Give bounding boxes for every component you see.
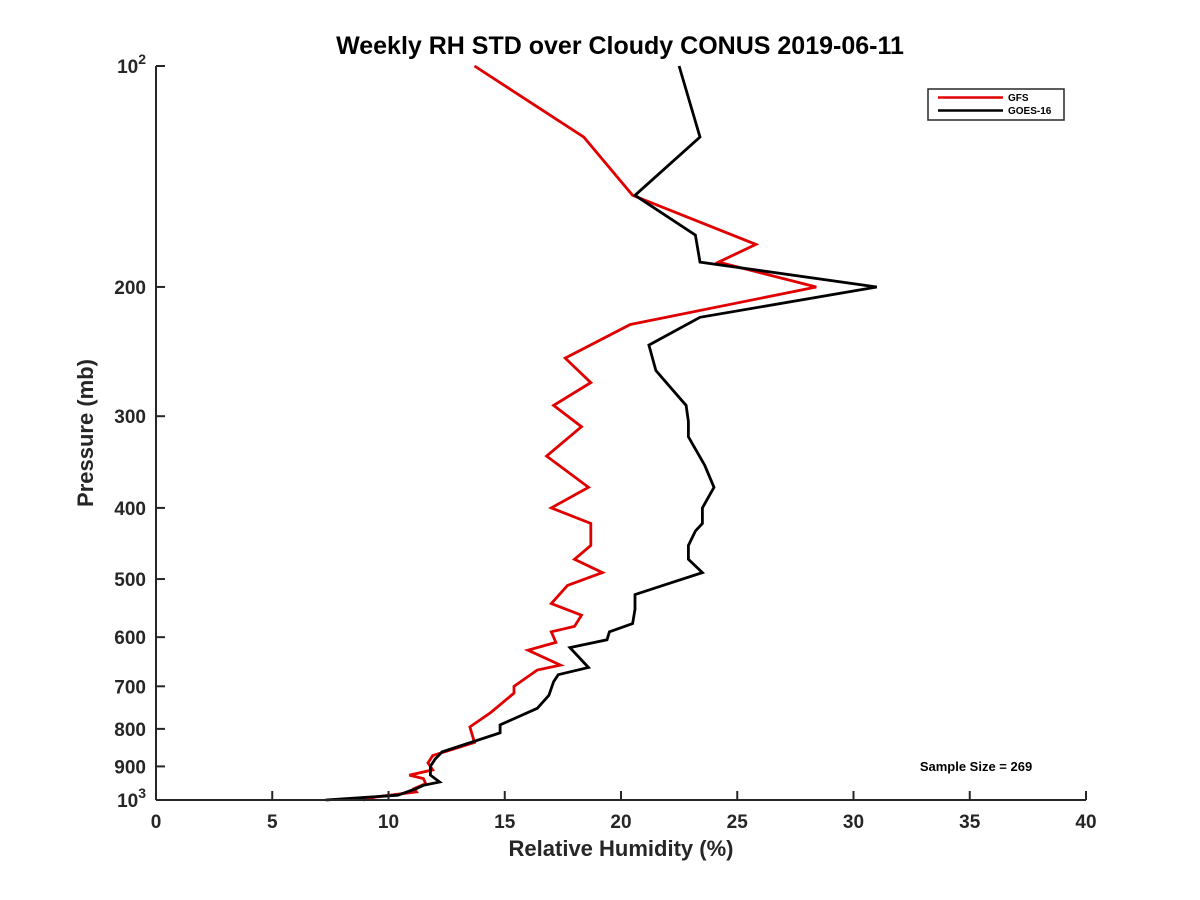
- legend: GFS GOES-16: [927, 88, 1065, 121]
- legend-label-goes16: GOES-16: [1008, 106, 1052, 117]
- x-tick-label: 20: [610, 812, 631, 833]
- x-tick-label: 40: [1075, 812, 1096, 833]
- y-tick-label: 900: [114, 757, 146, 778]
- y-tick-label: 800: [114, 720, 146, 741]
- y-tick-label: 300: [114, 407, 146, 428]
- x-tick-label: 10: [378, 812, 399, 833]
- x-tick-label: 35: [959, 812, 981, 833]
- series-line-goes16: [325, 65, 878, 802]
- x-axis-ticks: 0 5 10 15 20 25 30 35 40: [151, 791, 1097, 833]
- x-axis-label: Relative Humidity (%): [509, 836, 734, 861]
- y-tick-label: 500: [114, 570, 146, 591]
- y-tick-label: 200: [114, 278, 146, 299]
- series-line-gfs: [362, 64, 817, 802]
- sample-size-annotation: Sample Size = 269: [920, 759, 1032, 774]
- x-tick-label: 25: [727, 812, 749, 833]
- x-tick-label: 5: [267, 812, 278, 833]
- y-tick-label: 400: [114, 499, 146, 520]
- x-tick-label: 30: [843, 812, 864, 833]
- y-tick-label: 600: [114, 628, 146, 649]
- x-tick-label: 15: [494, 812, 516, 833]
- legend-label-gfs: GFS: [1008, 93, 1029, 104]
- chart-title: Weekly RH STD over Cloudy CONUS 2019-06-…: [336, 32, 904, 60]
- y-tick-label: 700: [114, 677, 146, 698]
- x-tick-label: 0: [151, 812, 162, 833]
- legend-box: [927, 88, 1065, 121]
- y-axis-label: Pressure (mb): [73, 359, 98, 507]
- series-lines: [325, 64, 878, 802]
